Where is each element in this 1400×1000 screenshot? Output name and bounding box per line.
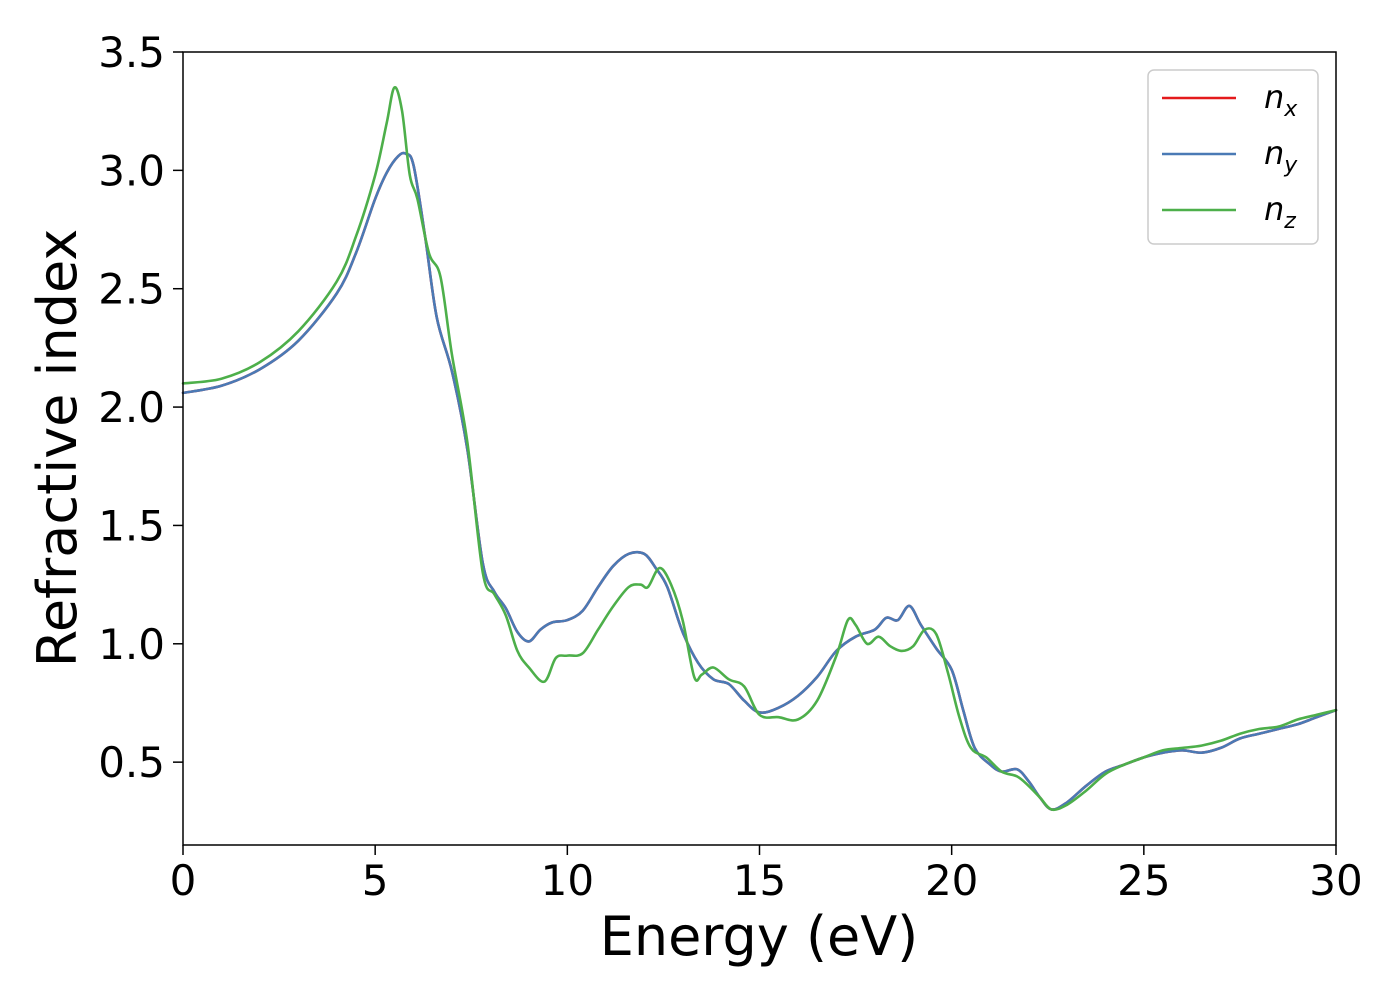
y-tick-label: 3.5 — [98, 28, 165, 77]
x-tick-label: 25 — [1117, 856, 1170, 905]
x-tick-label: 0 — [170, 856, 197, 905]
y-axis-title: Refractive index — [26, 229, 89, 668]
y-tick-label: 1.5 — [98, 501, 165, 550]
y-tick-label: 0.5 — [98, 738, 165, 787]
x-tick-label: 30 — [1309, 856, 1362, 905]
series-line-z — [181, 86, 1338, 812]
legend-label-z: nz — [1264, 190, 1296, 234]
y-tick-label: 2.5 — [98, 265, 165, 314]
y-tick-label: 1.0 — [98, 620, 165, 669]
legend: nx ny nz — [1147, 69, 1319, 245]
y-tick-label: 3.0 — [98, 146, 165, 195]
x-axis: 0 5 10 15 20 25 30 — [170, 845, 1363, 905]
legend-label-y: ny — [1264, 134, 1298, 178]
legend-box — [1147, 69, 1319, 245]
y-tick-label: 2.0 — [98, 383, 165, 432]
x-tick-label: 20 — [925, 856, 978, 905]
x-axis-title: Energy (eV) — [600, 905, 919, 968]
series-layer — [181, 86, 1338, 812]
x-tick-label: 10 — [541, 856, 594, 905]
y-axis: 0.5 1.0 1.5 2.0 2.5 3.0 3.5 — [98, 28, 183, 787]
series-line-y — [181, 151, 1338, 811]
legend-label-x: nx — [1264, 78, 1298, 122]
x-tick-label: 15 — [733, 856, 786, 905]
x-tick-label: 5 — [362, 856, 389, 905]
